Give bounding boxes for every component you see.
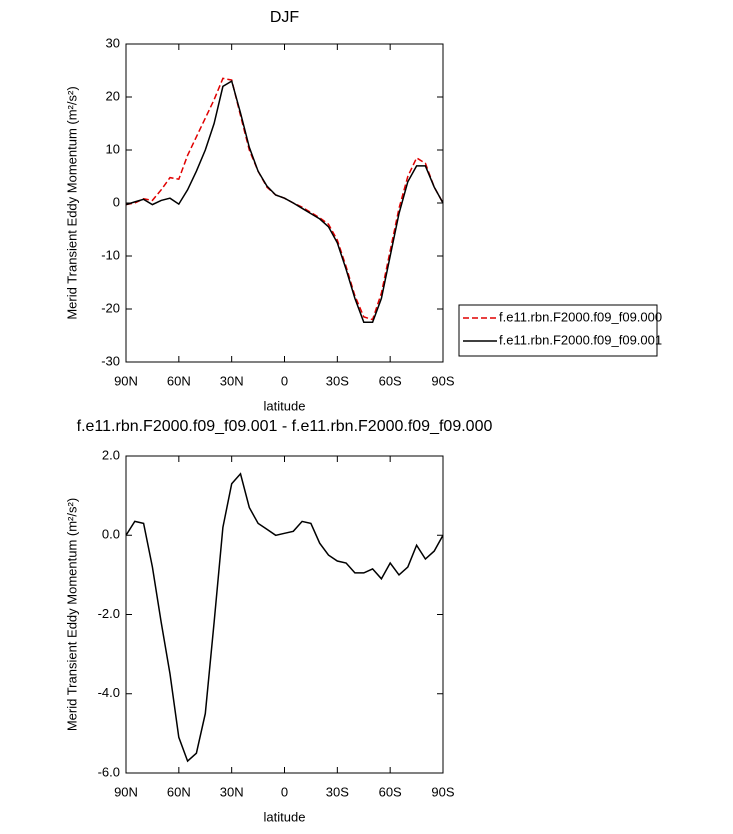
- data-line: [125, 472, 444, 763]
- y-tick-label: 10: [106, 141, 120, 156]
- y-tick-label: 30: [106, 35, 120, 50]
- x-tick-label: 30N: [220, 373, 244, 388]
- y-tick-label: 20: [106, 88, 120, 103]
- x-tick-label: 30S: [326, 784, 349, 799]
- x-tick-label: 0: [281, 784, 288, 799]
- x-tick-label: 30S: [326, 373, 349, 388]
- y-tick-label: -6.0: [98, 764, 120, 779]
- x-tick-label: 60S: [379, 784, 402, 799]
- y-tick-label: -30: [101, 353, 120, 368]
- legend-label: f.e11.rbn.F2000.f09_f09.000: [499, 309, 662, 324]
- x-tick-label: 60N: [167, 784, 191, 799]
- y-tick-label: 0.0: [102, 527, 120, 542]
- y-tick-label: -4.0: [98, 685, 120, 700]
- y-axis-label: Merid Transient Eddy Momentum (m²/s²): [64, 498, 79, 731]
- x-axis-label: latitude: [264, 809, 306, 824]
- x-tick-label: 90S: [431, 373, 454, 388]
- y-tick-label: 0: [113, 194, 120, 209]
- plot-frame: [125, 455, 444, 774]
- data-line: [125, 79, 444, 324]
- y-tick-label: -10: [101, 247, 120, 262]
- x-tick-label: 60S: [379, 373, 402, 388]
- x-tick-label: 90S: [431, 784, 454, 799]
- legend-frame: [458, 304, 658, 357]
- x-tick-label: 90N: [114, 373, 138, 388]
- x-tick-label: 30N: [220, 784, 244, 799]
- x-tick-label: 60N: [167, 373, 191, 388]
- x-tick-label: 0: [281, 373, 288, 388]
- y-axis-label: Merid Transient Eddy Momentum (m²/s²): [64, 86, 79, 319]
- legend-label: f.e11.rbn.F2000.f09_f09.001: [499, 332, 662, 347]
- y-tick-label: -2.0: [98, 606, 120, 621]
- plot-frame: [125, 43, 444, 363]
- y-tick-label: -20: [101, 300, 120, 315]
- x-axis-label: latitude: [264, 398, 306, 413]
- chart-title: DJF: [270, 9, 300, 26]
- y-tick-label: 2.0: [102, 447, 120, 462]
- x-tick-label: 90N: [114, 784, 138, 799]
- chart-title: f.e11.rbn.F2000.f09_f09.001 - f.e11.rbn.…: [77, 418, 493, 435]
- legend: f.e11.rbn.F2000.f09_f09.000 f.e11.rbn.F20…: [458, 304, 662, 357]
